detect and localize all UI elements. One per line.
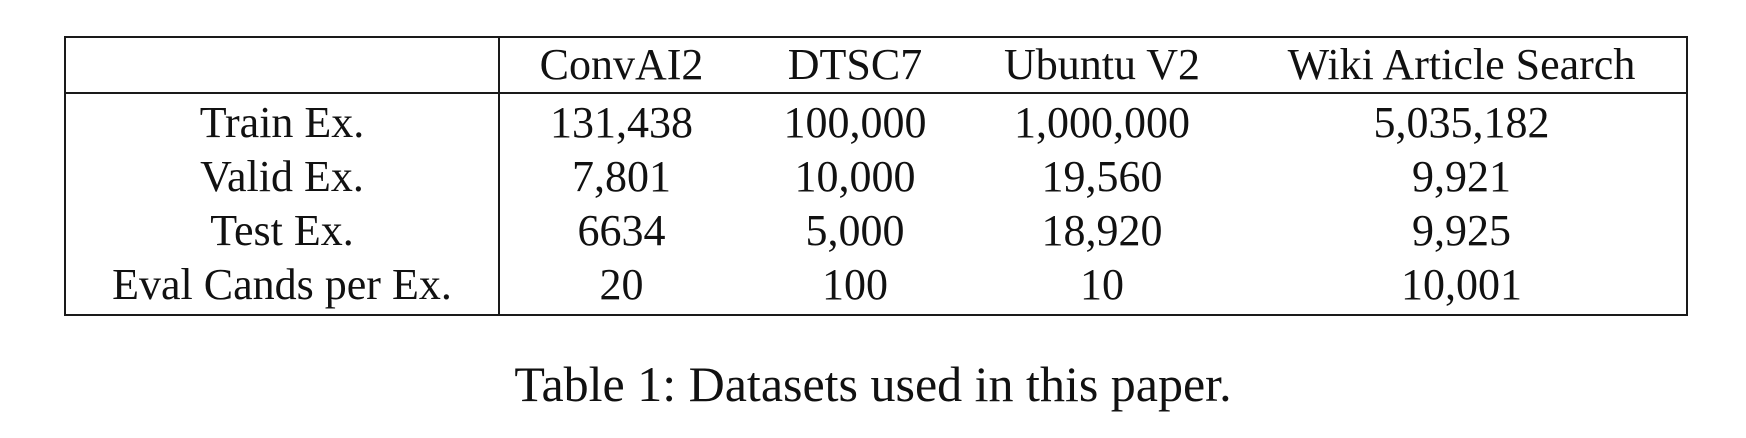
table-cell: 9,921 bbox=[1412, 152, 1511, 201]
table-cell: 10,000 bbox=[794, 152, 916, 201]
table-caption: Table 1: Datasets used in this paper. bbox=[514, 356, 1232, 412]
table-cell: 100 bbox=[822, 260, 888, 309]
table-cell: 5,000 bbox=[805, 206, 905, 255]
column-header-wiki-article-search: Wiki Article Search bbox=[1237, 37, 1687, 94]
table-cell: 9,925 bbox=[1412, 206, 1511, 255]
row-label-train: Train Ex. bbox=[65, 93, 500, 150]
table-cell: 20 bbox=[599, 260, 644, 309]
row-label-valid: Valid Ex. bbox=[65, 150, 500, 204]
header-row: ConvAI2 DTSC7 Ubuntu V2 Wiki Article Sea… bbox=[65, 37, 1687, 94]
table-header: ConvAI2 DTSC7 Ubuntu V2 Wiki Article Sea… bbox=[65, 37, 1687, 94]
table-cell: 7,801 bbox=[572, 152, 671, 201]
table-row: Train Ex. 131,438 100,000 1,000,000 5,03… bbox=[65, 93, 1687, 150]
table-cell: 10,001 bbox=[1401, 260, 1522, 309]
datasets-table-container: ConvAI2 DTSC7 Ubuntu V2 Wiki Article Sea… bbox=[64, 36, 1688, 316]
table-cell: 100,000 bbox=[783, 98, 927, 147]
table-cell: 18,920 bbox=[1041, 206, 1163, 255]
table-row: Valid Ex. 7,801 10,000 19,560 9,921 bbox=[65, 150, 1687, 204]
table-row: Eval Cands per Ex. 20 100 10 10,001 bbox=[65, 258, 1687, 315]
row-label-eval-cands: Eval Cands per Ex. bbox=[65, 258, 500, 315]
table-row: Test Ex. 6634 5,000 18,920 9,925 bbox=[65, 204, 1687, 258]
table-cell: 5,035,182 bbox=[1373, 98, 1550, 147]
corner-cell bbox=[65, 37, 500, 94]
table-cell: 6634 bbox=[577, 206, 666, 255]
table-cell: 131,438 bbox=[550, 98, 693, 147]
row-label-test: Test Ex. bbox=[65, 204, 500, 258]
datasets-table: ConvAI2 DTSC7 Ubuntu V2 Wiki Article Sea… bbox=[64, 36, 1688, 316]
table-cell: 10 bbox=[1080, 260, 1124, 309]
column-header-ubuntu-v2: Ubuntu V2 bbox=[967, 37, 1237, 94]
table-cell: 1,000,000 bbox=[1014, 98, 1190, 147]
table-cell: 19,560 bbox=[1041, 152, 1163, 201]
column-header-convai2: ConvAI2 bbox=[499, 37, 743, 94]
column-header-dtsc7: DTSC7 bbox=[743, 37, 967, 94]
table-body: Train Ex. 131,438 100,000 1,000,000 5,03… bbox=[65, 93, 1687, 315]
